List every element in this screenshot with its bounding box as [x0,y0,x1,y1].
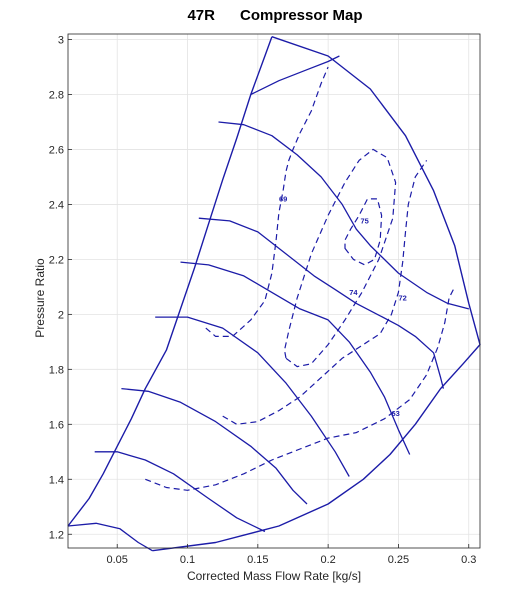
x-tick-label: 0.2 [320,554,335,566]
y-tick-label: 3 [58,34,64,46]
y-tick-label: 1.2 [49,529,64,541]
efficiency-label: 63 [391,409,399,418]
efficiency-line-63 [145,286,456,491]
efficiency-line-69 [205,66,329,337]
efficiency-line-72 [222,160,428,425]
y-tick-label: 2.8 [49,89,64,101]
chart-title: 47R Compressor Map [187,7,362,24]
x-tick-label: 0.05 [107,554,128,566]
y-tick-label: 1.4 [49,474,64,486]
efficiency-label: 72 [398,294,406,303]
efficiency-label: 75 [361,217,369,226]
surge-line [67,36,273,527]
plot-area: 69 75 74 72 63 [67,36,481,552]
y-tick-label: 1.6 [49,419,64,431]
speed-line [94,451,266,533]
speed-line [250,55,340,96]
x-tick-label: 0.25 [388,554,409,566]
y-tick-label: 2.2 [49,254,64,266]
speed-line [121,387,308,505]
choke-line [152,36,481,552]
efficiency-line-74 [283,148,397,368]
y-tick-label: 2.6 [49,144,64,156]
x-tick-label: 0.15 [247,554,268,566]
speed-line [218,121,469,310]
y-tick-label: 2.4 [49,199,64,211]
x-tick-label: 0.3 [461,554,476,566]
y-tick-label: 2 [58,309,64,321]
x-axis-label: Corrected Mass Flow Rate [kg/s] [187,569,361,583]
efficiency-label: 74 [349,288,358,297]
speed-line [155,316,350,477]
axes-frame [67,33,481,549]
y-tick-label: 1.8 [49,364,64,376]
speed-line [67,522,153,552]
grid-lines [68,34,480,548]
y-axis-label: Pressure Ratio [33,258,47,338]
efficiency-line-75 [344,198,383,266]
x-tick-label: 0.1 [180,554,195,566]
speed-line [180,261,411,455]
efficiency-label: 69 [279,195,287,204]
axis-ticks: 0.05 0.1 0.15 0.2 0.25 0.3 1.2 1.4 1.6 1.8 2 2.2 2.4… [49,34,477,566]
speed-line [198,217,445,389]
